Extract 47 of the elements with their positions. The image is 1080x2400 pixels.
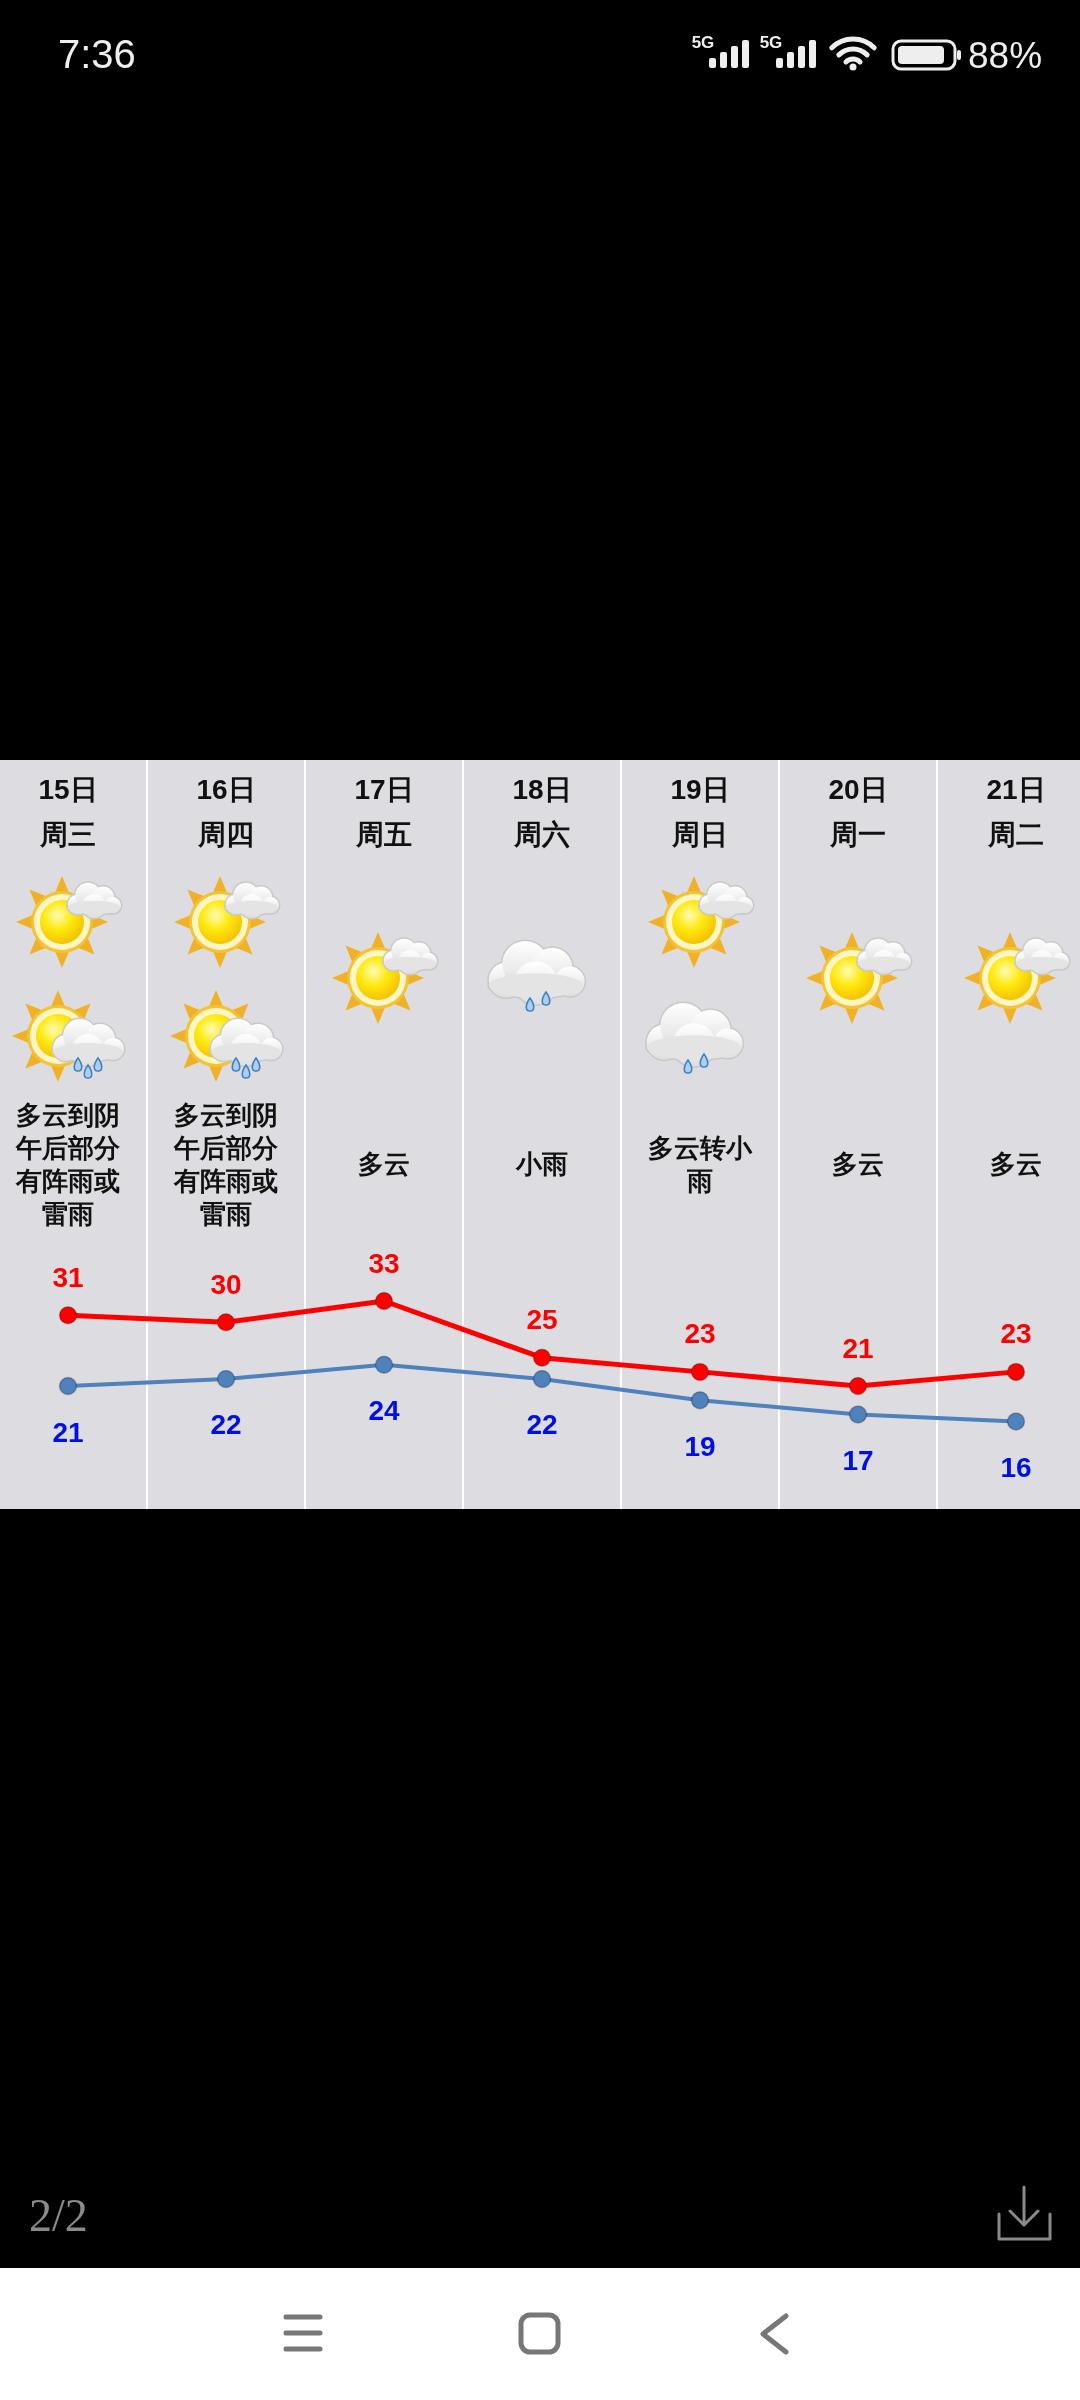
text: 小雨 (515, 1149, 568, 1179)
data-label: 25 (526, 1304, 558, 1336)
data-label: 24 (368, 1395, 400, 1427)
point (216, 1369, 236, 1389)
point (58, 1305, 78, 1325)
text: 88% (968, 34, 1043, 76)
point (848, 1405, 868, 1424)
text: 多云 (990, 1149, 1042, 1179)
text: 多云 (832, 1149, 884, 1179)
x-tick-label: 16日周四 (196, 773, 256, 850)
x-tick-label: 18日周六 (512, 773, 572, 850)
data-label: 17 (842, 1444, 874, 1476)
point (848, 1376, 868, 1396)
text: 多云转小雨 (648, 1132, 753, 1196)
point (532, 1369, 552, 1389)
text: 2/2 (29, 2189, 88, 2241)
point (690, 1390, 710, 1410)
text: 多云到阴午后部分有阵雨或雷雨 (15, 1099, 121, 1229)
data-label: 22 (526, 1409, 558, 1441)
data-label: 23 (1000, 1318, 1032, 1350)
text: 5G (691, 32, 715, 52)
point (374, 1355, 394, 1375)
x-tick-label: 15日周三 (38, 773, 98, 850)
data-label: 16 (1000, 1452, 1032, 1483)
text: 多云 (358, 1149, 410, 1179)
point (58, 1376, 78, 1396)
point (690, 1362, 710, 1382)
data-label: 21 (52, 1416, 84, 1448)
text: 多云到阴午后部分有阵雨或雷雨 (173, 1099, 279, 1229)
text: 7:36 (58, 32, 136, 76)
point (532, 1348, 552, 1367)
data-label: 33 (368, 1247, 400, 1279)
point (216, 1313, 236, 1332)
x-tick-label: 17日周五 (354, 773, 414, 850)
data-label: 22 (210, 1409, 242, 1441)
x-tick-label: 21日周二 (986, 773, 1046, 850)
x-tick-label: 19日周日 (670, 773, 730, 850)
point (1006, 1362, 1026, 1382)
data-label: 31 (52, 1261, 84, 1293)
data-label: 21 (842, 1332, 874, 1364)
data-label: 23 (684, 1318, 716, 1350)
point (374, 1291, 394, 1311)
point (1006, 1412, 1026, 1431)
data-label: 30 (210, 1268, 242, 1300)
x-tick-label: 20日周一 (828, 773, 888, 850)
text: 5G (759, 32, 783, 52)
data-label: 19 (684, 1430, 716, 1462)
